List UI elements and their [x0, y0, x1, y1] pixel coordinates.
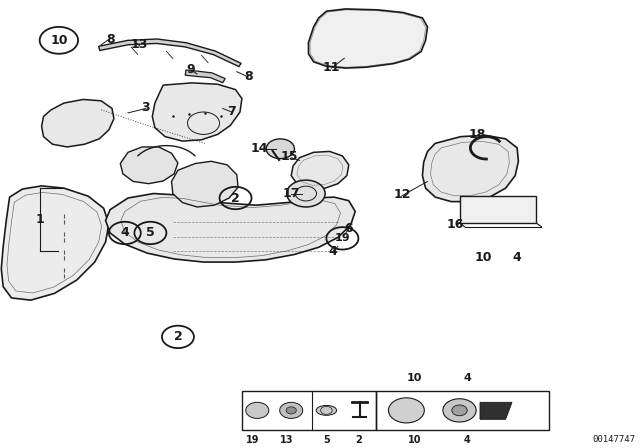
Polygon shape [152, 83, 242, 141]
Text: 5: 5 [146, 226, 155, 240]
Text: 9: 9 [186, 63, 195, 76]
Text: 13: 13 [131, 38, 148, 52]
Text: 10: 10 [50, 34, 68, 47]
Polygon shape [291, 151, 349, 189]
Text: 4: 4 [513, 251, 522, 264]
Text: 10: 10 [408, 435, 422, 444]
Text: 18: 18 [468, 128, 486, 141]
Text: 00147747: 00147747 [592, 435, 635, 444]
Text: 13: 13 [280, 435, 294, 444]
Text: 2: 2 [173, 330, 182, 344]
Text: 8: 8 [244, 69, 253, 83]
Bar [460, 196, 536, 223]
Text: 4: 4 [120, 226, 129, 240]
Text: 2: 2 [355, 435, 362, 444]
Polygon shape [308, 9, 428, 68]
Polygon shape [422, 135, 518, 202]
Bar [242, 391, 376, 430]
Polygon shape [42, 99, 114, 147]
Text: 2: 2 [231, 191, 240, 205]
Polygon shape [172, 161, 238, 207]
Text: 10: 10 [474, 251, 492, 264]
Circle shape [452, 405, 467, 416]
Circle shape [443, 399, 476, 422]
Text: 7: 7 [227, 104, 236, 118]
Circle shape [280, 402, 303, 418]
Text: 4: 4 [328, 245, 337, 258]
Polygon shape [99, 39, 241, 67]
Circle shape [246, 402, 269, 418]
Polygon shape [480, 402, 512, 419]
Text: 17: 17 [282, 187, 300, 200]
Text: 8: 8 [106, 33, 115, 46]
Circle shape [286, 407, 296, 414]
Circle shape [388, 398, 424, 423]
Polygon shape [185, 70, 225, 83]
Circle shape [287, 180, 325, 207]
Text: 5: 5 [323, 435, 330, 444]
Text: 3: 3 [141, 101, 150, 114]
Polygon shape [106, 194, 355, 262]
Text: 11: 11 [323, 60, 340, 74]
Text: 12: 12 [393, 188, 411, 202]
Text: 19: 19 [246, 435, 260, 444]
Text: 14: 14 [250, 142, 268, 155]
Text: 1: 1 [35, 213, 44, 226]
Text: 19: 19 [335, 233, 350, 243]
Text: 4: 4 [463, 373, 471, 383]
Polygon shape [1, 186, 109, 300]
Bar [376, 391, 549, 430]
Text: 6: 6 [344, 222, 353, 235]
Text: 4: 4 [464, 435, 470, 444]
Ellipse shape [316, 405, 337, 415]
Circle shape [266, 139, 294, 159]
Text: 15: 15 [280, 150, 298, 164]
Text: 10: 10 [407, 373, 422, 383]
Text: 16: 16 [447, 218, 465, 232]
Polygon shape [120, 147, 178, 184]
